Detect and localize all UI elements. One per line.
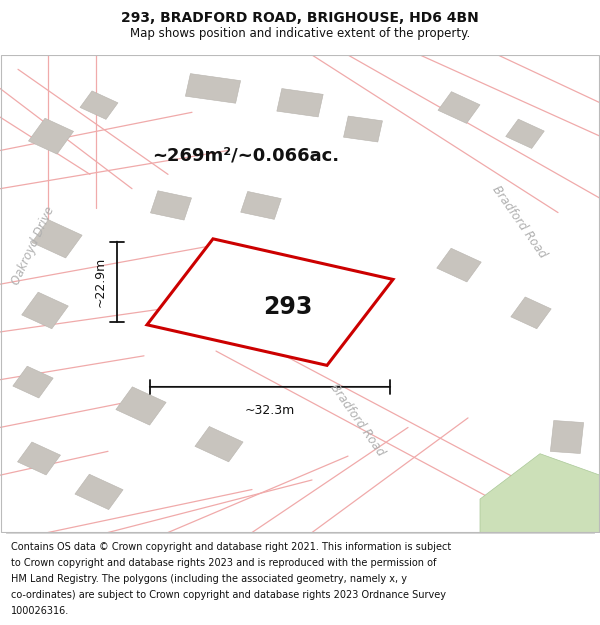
Polygon shape [80, 91, 118, 119]
Polygon shape [22, 292, 68, 329]
Polygon shape [438, 92, 480, 123]
Text: Bradford Road: Bradford Road [489, 184, 549, 261]
Text: 293, BRADFORD ROAD, BRIGHOUSE, HD6 4BN: 293, BRADFORD ROAD, BRIGHOUSE, HD6 4BN [121, 11, 479, 25]
Text: 100026316.: 100026316. [11, 606, 69, 616]
Polygon shape [506, 119, 544, 149]
Polygon shape [511, 297, 551, 329]
Text: Contains OS data © Crown copyright and database right 2021. This information is : Contains OS data © Crown copyright and d… [11, 542, 451, 552]
Polygon shape [32, 220, 82, 258]
Polygon shape [344, 116, 382, 142]
Polygon shape [550, 421, 584, 454]
Polygon shape [116, 387, 166, 425]
Polygon shape [13, 366, 53, 398]
Polygon shape [437, 248, 481, 282]
Polygon shape [75, 474, 123, 509]
Polygon shape [147, 239, 393, 366]
Text: ~22.9m: ~22.9m [93, 257, 106, 307]
Text: Map shows position and indicative extent of the property.: Map shows position and indicative extent… [130, 27, 470, 39]
Polygon shape [241, 191, 281, 219]
Text: to Crown copyright and database rights 2023 and is reproduced with the permissio: to Crown copyright and database rights 2… [11, 558, 436, 568]
Polygon shape [277, 89, 323, 117]
Polygon shape [195, 426, 243, 462]
Polygon shape [185, 74, 241, 103]
Text: HM Land Registry. The polygons (including the associated geometry, namely x, y: HM Land Registry. The polygons (includin… [11, 574, 407, 584]
Polygon shape [28, 118, 74, 154]
Text: co-ordinates) are subject to Crown copyright and database rights 2023 Ordnance S: co-ordinates) are subject to Crown copyr… [11, 590, 446, 600]
Text: Bradford Road: Bradford Road [327, 382, 387, 459]
Text: ~269m²/~0.066ac.: ~269m²/~0.066ac. [152, 146, 340, 164]
Text: Oakroyd Drive: Oakroyd Drive [9, 205, 57, 288]
Text: ~32.3m: ~32.3m [245, 404, 295, 417]
Polygon shape [480, 454, 600, 532]
Polygon shape [17, 442, 61, 475]
Text: 293: 293 [263, 295, 313, 319]
Polygon shape [151, 191, 191, 220]
